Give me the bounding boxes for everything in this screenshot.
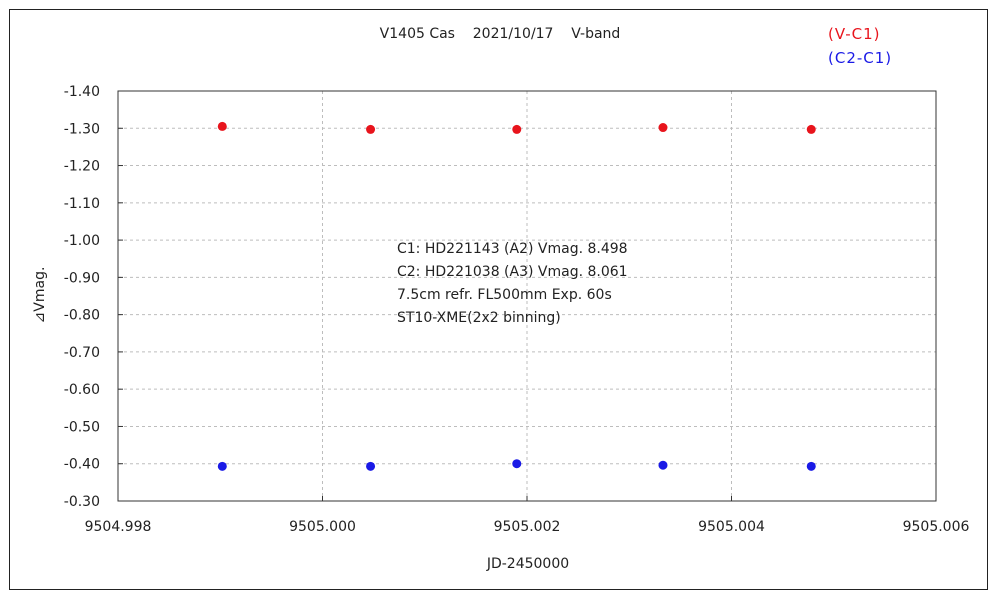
- x-tick-label: 9505.004: [698, 519, 765, 535]
- y-tick-label: -1.10: [64, 196, 100, 212]
- data-point-series-2: [366, 461, 376, 471]
- y-tick-label: -0.60: [64, 382, 100, 398]
- y-tick-label: -0.50: [64, 419, 100, 435]
- y-tick-label: -1.00: [64, 233, 100, 249]
- x-tick-label: 9505.002: [494, 519, 561, 535]
- note-line-2: C2: HD221038 (A3) Vmag. 8.061: [397, 264, 628, 280]
- data-point-series-2: [658, 460, 668, 470]
- x-tick-label: 9504.998: [85, 519, 152, 535]
- data-point-series-2: [217, 461, 227, 471]
- data-point-series-1: [366, 124, 376, 134]
- note-line-4: ST10-XME(2x2 binning): [397, 310, 561, 326]
- data-point-series-2: [806, 461, 816, 471]
- y-tick-label: -1.40: [64, 84, 100, 100]
- chart-frame: [9, 9, 988, 590]
- data-point-series-1: [512, 124, 522, 134]
- legend-entry-c2-c1: (C2-C1): [828, 49, 893, 67]
- data-point-series-1: [658, 123, 668, 133]
- data-point-series-2: [512, 459, 522, 469]
- y-tick-label: -0.30: [64, 494, 100, 510]
- x-axis-label: JD-2450000: [486, 556, 570, 572]
- legend-entry-v-c1: (V-C1): [828, 25, 881, 43]
- y-tick-label: -0.90: [64, 270, 100, 286]
- note-line-3: 7.5cm refr. FL500mm Exp. 60s: [397, 287, 612, 303]
- note-line-1: C1: HD221143 (A2) Vmag. 8.498: [397, 241, 628, 257]
- x-tick-label: 9505.006: [903, 519, 970, 535]
- chart-title: V1405 Cas 2021/10/17 V-band: [379, 26, 621, 42]
- x-tick-label: 9505.000: [289, 519, 356, 535]
- observation-note: C1: HD221143 (A2) Vmag. 8.498 C2: HD2210…: [397, 238, 628, 330]
- data-point-series-1: [806, 124, 816, 134]
- y-tick-label: -1.20: [64, 159, 100, 175]
- y-tick-label: -1.30: [64, 121, 100, 137]
- data-point-series-1: [217, 121, 227, 131]
- y-tick-label: -0.40: [64, 457, 100, 473]
- y-tick-label: -0.70: [64, 345, 100, 361]
- y-tick-label: -0.80: [64, 308, 100, 324]
